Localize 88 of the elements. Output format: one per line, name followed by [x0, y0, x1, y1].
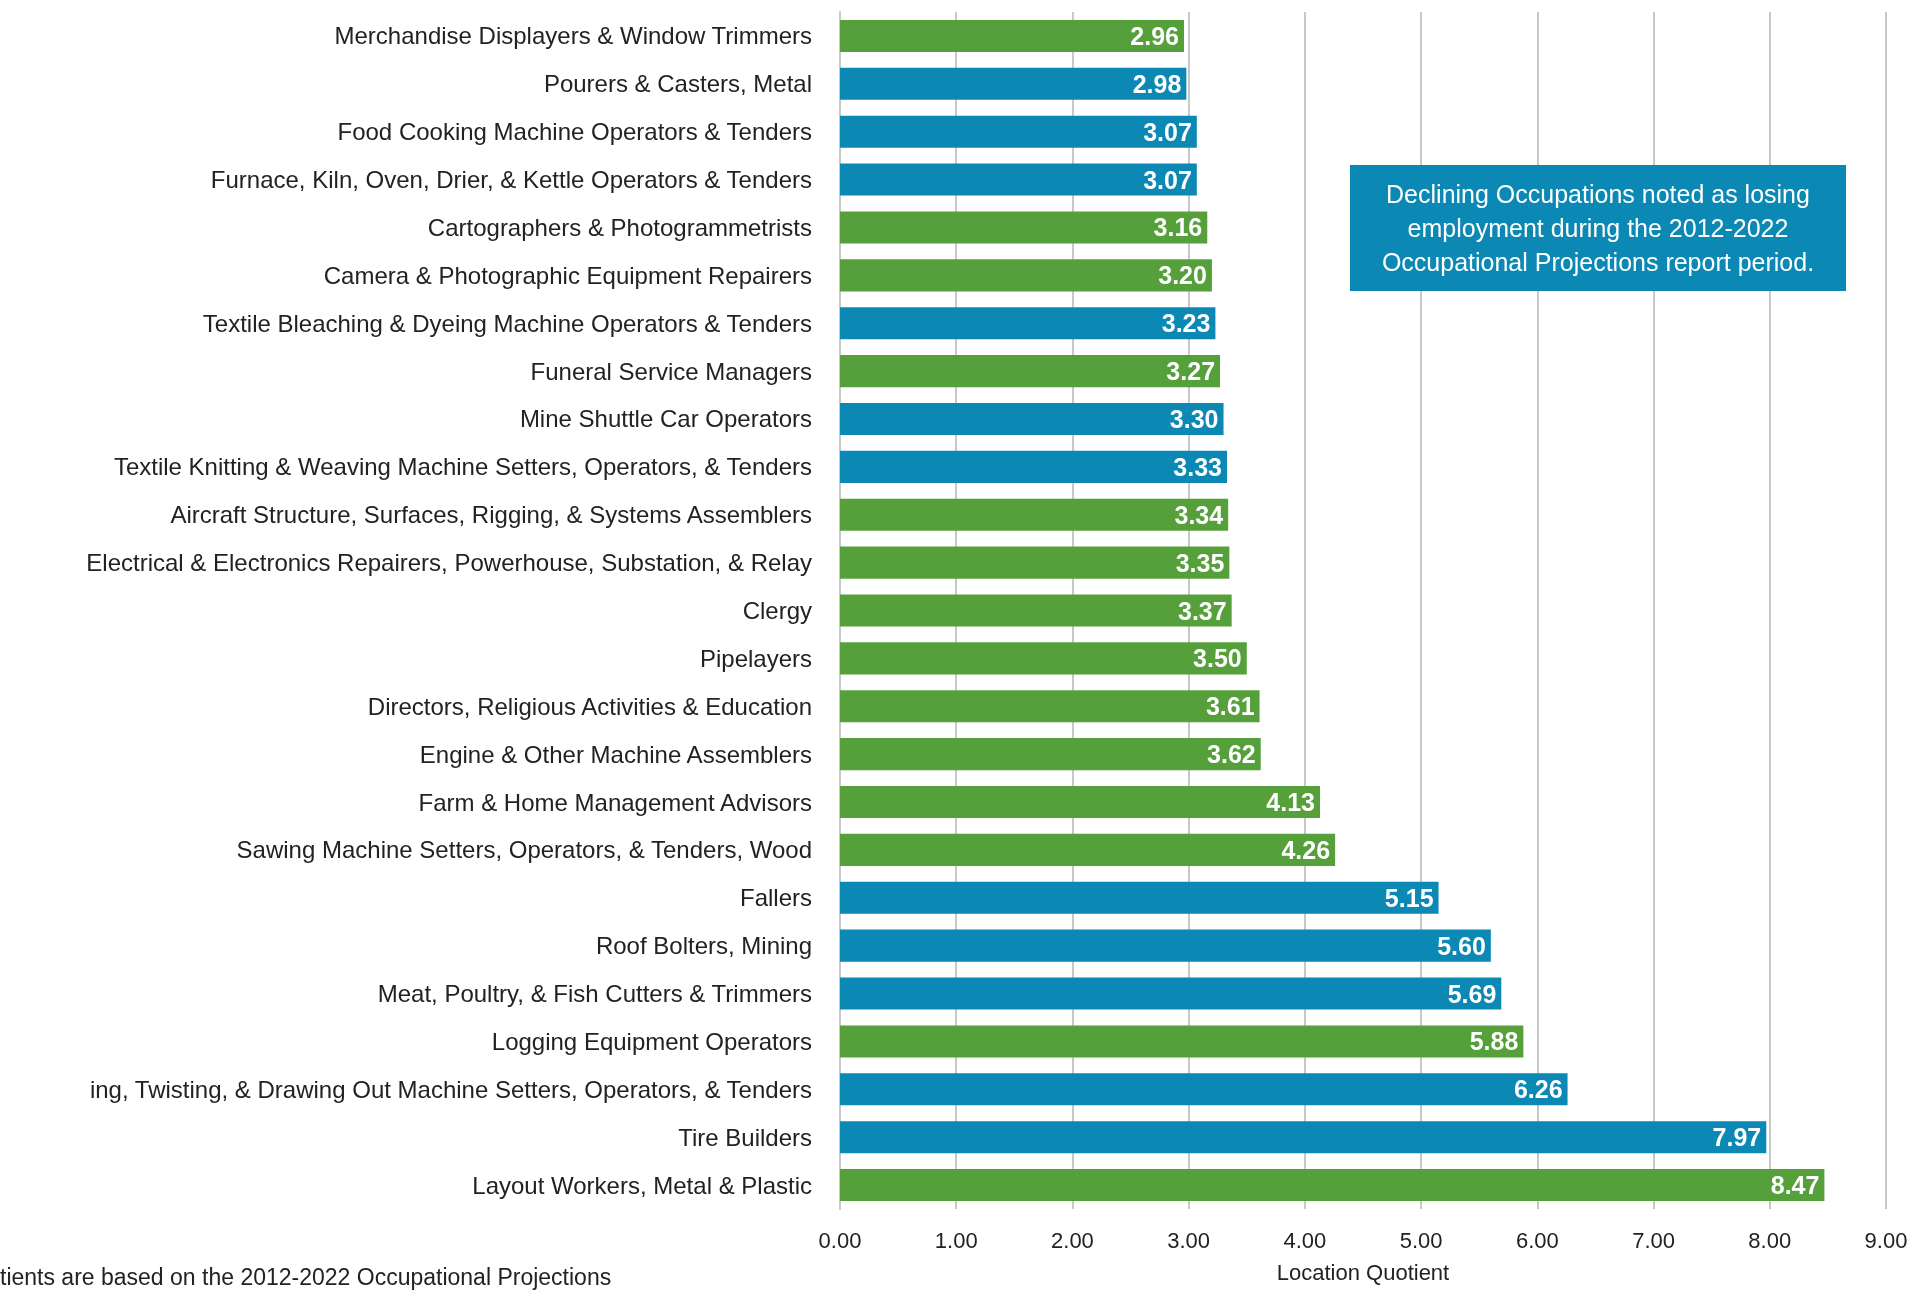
data-label: 5.60	[1437, 931, 1486, 960]
bar	[840, 1121, 1767, 1154]
bar	[840, 115, 1197, 148]
data-label: 8.47	[1770, 1171, 1820, 1200]
y-tick-label: Mine Shuttle Car Operators	[519, 405, 812, 433]
x-tick-label: 1.00	[934, 1227, 978, 1253]
y-tick-label: Pourers & Casters, Metal	[543, 70, 812, 98]
data-label: 3.33	[1173, 452, 1223, 481]
bar	[840, 450, 1228, 483]
y-tick-label: Camera & Photographic Equipment Repairers	[323, 261, 812, 289]
x-tick-label: 8.00	[1748, 1227, 1792, 1253]
bar	[840, 929, 1491, 962]
bar	[840, 259, 1212, 292]
data-label: 3.23	[1161, 309, 1211, 338]
y-tick-label: Logging Equipment Operators	[491, 1027, 812, 1055]
data-label: 2.96	[1130, 21, 1180, 50]
x-tick-label: 6.00	[1515, 1227, 1559, 1253]
data-label: 4.13	[1266, 788, 1315, 817]
annotation: Declining Occupations noted as losing employment during the 2012-2022 Occupational Projections report period.	[1350, 165, 1846, 291]
y-tick-label: ing, Twisting, & Drawing Out Machine Setters, Operators, & Tenders	[89, 1075, 812, 1103]
x-tick-label: 0.00	[818, 1227, 862, 1253]
bar	[840, 19, 1185, 52]
bar	[840, 977, 1502, 1010]
y-tick-label: Meat, Poultry, & Fish Cutters & Trimmers	[377, 980, 812, 1008]
bar	[840, 402, 1224, 436]
y-tick-label: Aircraft Structure, Surfaces, Rigging, & Systems Assemblers	[170, 501, 812, 529]
y-tick-label: Electrical & Electronics Repairers, Powerhouse, Substation, & Relay	[86, 549, 812, 577]
bar	[840, 163, 1197, 196]
x-tick-label: 7.00	[1632, 1227, 1675, 1253]
x-axis-title: Location Quotient	[1276, 1259, 1450, 1285]
bar	[840, 738, 1261, 771]
y-tick-label: Merchandise Displayers & Window Trimmers	[334, 22, 812, 50]
data-label: 3.07	[1143, 165, 1192, 194]
y-tick-label: Directors, Religious Activities & Education	[367, 692, 812, 720]
x-tick-label: 2.00	[1051, 1227, 1094, 1253]
y-tick-label: Funeral Service Managers	[530, 357, 812, 385]
y-tick-label: Engine & Other Machine Assemblers	[419, 740, 812, 768]
x-tick-label: 3.00	[1167, 1227, 1211, 1253]
bar	[840, 690, 1260, 723]
bar	[840, 785, 1320, 819]
data-label: 3.30	[1169, 404, 1219, 433]
data-label: 6.26	[1513, 1075, 1563, 1104]
bar	[840, 833, 1336, 866]
y-tick-label: Farm & Home Management Advisors	[418, 788, 812, 816]
data-label: 5.69	[1447, 979, 1497, 1008]
y-tick-label: Textile Bleaching & Dyeing Machine Operators & Tenders	[202, 309, 812, 337]
data-label: 3.16	[1153, 213, 1203, 242]
bar	[840, 211, 1208, 244]
data-label: 3.20	[1158, 261, 1207, 290]
y-tick-label: Furnace, Kiln, Oven, Drier, & Kettle Operators & Tenders	[210, 166, 812, 194]
bar	[840, 642, 1247, 675]
data-label: 5.15	[1384, 883, 1434, 912]
bar	[840, 307, 1216, 340]
data-label: 7.97	[1712, 1123, 1762, 1152]
y-tick-label: Pipelayers	[699, 644, 812, 672]
data-label: 3.50	[1193, 644, 1242, 673]
data-label: 3.27	[1166, 357, 1216, 386]
bar	[840, 1169, 1825, 1202]
y-tick-label: Clergy	[742, 597, 812, 624]
x-tick-label: 5.00	[1399, 1227, 1443, 1253]
data-label: 5.88	[1469, 1027, 1519, 1056]
data-label: 3.34	[1174, 500, 1224, 529]
bar	[840, 546, 1230, 579]
data-label: 4.26	[1281, 835, 1331, 864]
y-tick-label: Layout Workers, Metal & Plastic	[472, 1171, 812, 1199]
data-label: 3.61	[1205, 692, 1255, 721]
y-tick-label: Roof Bolters, Mining	[595, 932, 812, 960]
y-tick-label: Cartographers & Photogrammetrists	[427, 213, 812, 241]
bar	[840, 67, 1187, 100]
y-tick-label: Tire Builders	[678, 1123, 812, 1151]
bar	[840, 1073, 1568, 1106]
y-tick-label: Fallers	[739, 884, 812, 912]
bar	[840, 594, 1232, 627]
x-tick-label: 4.00	[1283, 1227, 1327, 1253]
y-tick-label: Textile Knitting & Weaving Machine Setters, Operators, & Tenders	[113, 453, 812, 481]
data-label: 3.62	[1207, 740, 1256, 769]
bar	[840, 498, 1229, 531]
data-label: 3.37	[1178, 596, 1227, 625]
bar	[840, 881, 1439, 914]
data-label: 3.35	[1175, 548, 1225, 577]
y-tick-label: Sawing Machine Setters, Operators, & Tenders, Wood	[236, 836, 812, 864]
data-label: 2.98	[1132, 69, 1182, 98]
text: tients are based on the 2012-2022 Occupational Projections	[0, 1264, 612, 1291]
y-tick-label: Food Cooking Machine Operators & Tenders	[337, 118, 812, 146]
x-tick-label: 9.00	[1864, 1227, 1908, 1253]
bar	[840, 1025, 1524, 1058]
bar	[840, 355, 1221, 388]
data-label: 3.07	[1143, 117, 1192, 146]
